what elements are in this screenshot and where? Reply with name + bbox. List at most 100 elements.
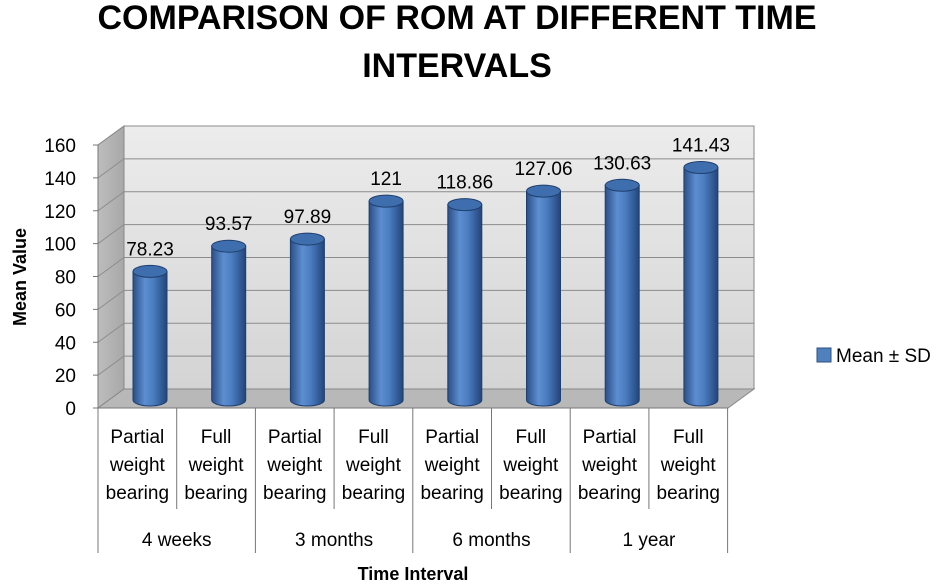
bar-body [604, 184, 640, 407]
category-label-line: bearing [578, 483, 641, 504]
category-label-line: bearing [184, 483, 247, 504]
category-label: Partial weight bearing [263, 427, 326, 504]
y-tick-label: 20 [55, 366, 76, 387]
bar-top [132, 264, 168, 278]
bar [211, 239, 247, 407]
bar-top [211, 239, 247, 253]
data-label: 141.43 [672, 136, 730, 157]
bar-body [132, 270, 168, 407]
legend-swatch [816, 347, 832, 363]
gridline-side [97, 125, 125, 146]
gridline-side [97, 224, 125, 245]
bar [447, 198, 483, 407]
category-label-line: Full [201, 427, 232, 448]
bar-body [368, 200, 404, 407]
group-labels: 4 weeks 3 months 6 months 1 year [142, 530, 676, 551]
category-label-line: Full [358, 427, 389, 448]
legend-label: Mean ± SD [836, 346, 931, 367]
category-label: Partial weight bearing [420, 427, 483, 504]
bar-top [683, 161, 719, 175]
category-label-line: bearing [342, 483, 405, 504]
category-label-line: weight [345, 455, 402, 476]
y-tick-label: 60 [55, 300, 76, 321]
category-label: Full weight bearing [184, 427, 247, 504]
y-tick-label: 120 [44, 202, 76, 223]
bar-top [526, 184, 561, 198]
data-label: 127.06 [514, 159, 572, 180]
data-label: 130.63 [593, 153, 651, 174]
bar-top [447, 198, 483, 212]
category-label-line: Partial [425, 427, 479, 448]
gridline-side [97, 355, 125, 376]
bar [604, 178, 640, 407]
category-label-line: Partial [268, 427, 322, 448]
chart-title-line-1: COMPARISON OF ROM AT DIFFERENT TIME [98, 0, 817, 37]
bar-top [289, 232, 325, 246]
data-label: 78.23 [126, 239, 174, 260]
data-labels: 78.23 93.57 97.89 121 118.86 127.06 130.63 141.… [126, 136, 730, 261]
bar [683, 161, 719, 407]
bars [132, 161, 719, 407]
category-label-line: bearing [263, 483, 326, 504]
category-label-line: weight [266, 455, 323, 476]
data-label: 93.57 [205, 214, 253, 235]
category-label: Full weight bearing [342, 427, 405, 504]
bar [526, 184, 561, 407]
gridline-side [97, 158, 125, 179]
category-label: Partial weight bearing [578, 427, 641, 504]
y-axis-ticks: 0 20 40 60 80 100 120 140 160 [44, 136, 98, 420]
x-axis-title: Time Interval [358, 564, 469, 584]
bar-top [368, 194, 404, 208]
bar-body [289, 238, 325, 407]
y-tick-label: 140 [44, 169, 76, 190]
bar-top [604, 178, 640, 192]
category-label: Partial weight bearing [106, 427, 169, 504]
group-label: 6 months [452, 530, 530, 551]
y-tick-label: 160 [44, 136, 76, 157]
category-label-line: bearing [657, 483, 720, 504]
category-label-line: weight [660, 455, 717, 476]
category-label-line: weight [424, 455, 481, 476]
bar [368, 194, 404, 407]
bar-body [526, 190, 561, 407]
group-label: 4 weeks [142, 530, 212, 551]
data-label: 121 [370, 169, 402, 190]
gridline-side [97, 289, 125, 310]
category-label-line: bearing [420, 483, 483, 504]
category-label-line: Full [516, 427, 547, 448]
y-tick-label: 80 [55, 268, 76, 289]
bar [289, 232, 325, 407]
y-axis-title: Mean Value [10, 228, 30, 326]
bar-body [447, 204, 483, 407]
category-label-line: Partial [583, 427, 637, 448]
chart-title-line-2: INTERVALS [362, 47, 552, 85]
y-tick-label: 0 [65, 399, 76, 420]
category-label-line: weight [502, 455, 559, 476]
bar-body [683, 167, 719, 407]
category-label-line: weight [188, 455, 245, 476]
gridline-side [97, 191, 125, 212]
group-label: 1 year [622, 530, 675, 551]
category-label-line: Full [673, 427, 704, 448]
group-label: 3 months [295, 530, 373, 551]
category-label-line: bearing [499, 483, 562, 504]
category-label-line: weight [581, 455, 638, 476]
y-tick-label: 100 [44, 235, 76, 256]
data-label: 97.89 [284, 207, 332, 228]
data-label: 118.86 [436, 173, 493, 194]
legend: Mean ± SD [816, 346, 931, 367]
bar [132, 264, 168, 407]
gridline-side [97, 257, 125, 277]
category-label: Full weight bearing [499, 427, 562, 504]
x-axis [97, 407, 729, 553]
category-label-line: bearing [106, 483, 169, 504]
bar-body [211, 245, 247, 407]
gridline-side [97, 322, 125, 343]
category-label: Full weight bearing [657, 427, 720, 504]
y-tick-label: 40 [55, 333, 76, 354]
category-label-line: Partial [110, 427, 164, 448]
category-label-line: weight [109, 455, 166, 476]
floor [96, 388, 756, 409]
